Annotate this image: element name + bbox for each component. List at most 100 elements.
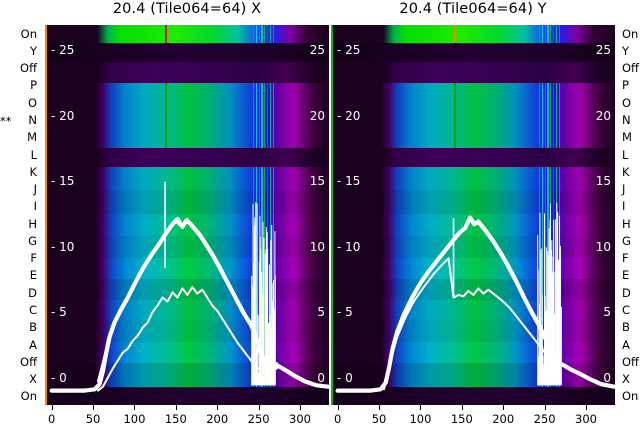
noise-bar <box>271 282 273 386</box>
trace-overlay <box>49 181 329 393</box>
category-marker-asterisk: ** <box>0 114 12 128</box>
category-label-right-20: X <box>622 372 630 387</box>
noise-column <box>258 25 260 405</box>
x-tick-label: 100 <box>409 412 432 426</box>
y-tick-label-inner-left: - 10 <box>51 239 75 254</box>
noise-column <box>558 25 560 405</box>
category-axis-right: On Y Off P O N M L K J I H G F E D C B A Off X On <box>615 25 640 405</box>
category-label-left-14: E <box>29 268 37 283</box>
noise-bar <box>547 255 549 386</box>
noise-column <box>270 25 272 405</box>
y-tick-label-inner-left: - 5 <box>51 305 67 320</box>
heat-band-separator <box>331 148 615 167</box>
noise-bar <box>544 213 545 386</box>
x-tick-label: 150 <box>164 412 187 426</box>
heat-band-row <box>45 166 329 191</box>
category-label-left-20: X <box>29 372 37 387</box>
category-label-right-4: O <box>622 95 632 110</box>
y-tick-label-inner-right: 20 <box>309 108 325 123</box>
category-label-left-13: F <box>30 251 37 266</box>
panel-title-y: 20.4 (Tile064=64) Y <box>399 1 547 17</box>
data-trace <box>382 257 564 391</box>
category-label-left-1: Y <box>29 43 37 58</box>
y-tick-label-inner-right: 5 <box>317 305 325 320</box>
heat-band-separator <box>331 61 615 83</box>
heat-band-On <box>331 25 615 44</box>
category-label-right-3: P <box>622 78 629 93</box>
noise-bar <box>274 275 276 386</box>
noise-bar <box>263 238 265 386</box>
x-axis-left: 0 50 100 150 200 250 300 <box>45 405 329 440</box>
noise-bar <box>267 249 269 386</box>
category-label-right-15: D <box>622 285 631 300</box>
category-label-left-3: P <box>30 78 37 93</box>
category-label-left-18: A <box>29 337 37 352</box>
x-tick-mark <box>217 405 219 410</box>
plot-panel-x[interactable]: - 25 25 - 20 20 - 15 15 - 10 10 - 5 5 - 0 0 <box>45 25 329 405</box>
noise-column <box>542 25 544 405</box>
noise-bar <box>553 219 555 386</box>
category-label-right-18: A <box>622 337 630 352</box>
heat-band-separator <box>45 61 329 83</box>
noise-bar <box>554 219 556 386</box>
category-label-right-0: On <box>622 26 639 41</box>
noise-bar <box>539 249 541 386</box>
noise-column <box>544 25 546 405</box>
noise-burst <box>251 202 276 386</box>
noise-bar <box>559 245 561 386</box>
panel-edge-stripe <box>331 25 333 405</box>
y-tick-label-inner-right: 0 <box>317 370 325 385</box>
category-label-right-19: Off <box>622 354 639 369</box>
x-tick-mark <box>300 405 302 410</box>
noise-bar <box>558 260 560 386</box>
category-label-left-4: O <box>27 95 37 110</box>
y-tick-label-inner-right: 15 <box>595 174 611 189</box>
x-tick-label: 0 <box>47 412 56 426</box>
noise-column <box>261 25 263 405</box>
category-label-right-2: Off <box>622 61 639 76</box>
noise-bar <box>270 240 272 386</box>
noise-column <box>552 25 555 405</box>
y-tick-label-inner-left: - 20 <box>51 108 75 123</box>
y-tick-label-inner-right: 25 <box>595 43 611 58</box>
y-tick-label-inner-left: - 0 <box>337 370 353 385</box>
heat-band-O <box>45 118 329 149</box>
category-label-left-10: I <box>33 199 37 214</box>
noise-bar <box>538 356 540 386</box>
y-tick-label-inner-right: 0 <box>603 370 611 385</box>
category-label-right-7: L <box>622 147 629 162</box>
x-tick-label: 100 <box>123 412 146 426</box>
category-label-right-11: H <box>622 216 631 231</box>
heatmap-x: - 25 25 - 20 20 - 15 15 - 10 10 - 5 5 - 0 0 <box>45 25 329 405</box>
panel-edge-stripe <box>45 25 47 405</box>
y-tick-label-inner-left: - 0 <box>51 370 67 385</box>
y-tick-label-inner-left: - 15 <box>337 174 361 189</box>
plot-panel-y[interactable]: - 25 25 - 20 20 - 15 15 - 10 10 - 5 5 - 0 0 <box>331 25 615 405</box>
noise-bar <box>255 202 257 386</box>
category-label-right-8: K <box>622 164 630 179</box>
heat-band-On <box>45 25 329 44</box>
x-tick-label: 300 <box>289 412 311 426</box>
data-trace <box>96 217 278 383</box>
heat-band-row <box>331 190 615 214</box>
heat-band-row <box>45 190 329 214</box>
category-label-left-5: N <box>28 113 37 127</box>
noise-bar <box>254 217 256 386</box>
x-tick-mark <box>51 405 53 410</box>
category-label-left-9: J <box>33 182 37 197</box>
x-tick-label: 300 <box>575 412 597 426</box>
heat-band-separator <box>45 386 329 405</box>
noise-column <box>272 25 274 405</box>
heatmap-y: - 25 25 - 20 20 - 15 15 - 10 10 - 5 5 - 0 0 <box>331 25 615 405</box>
marker-line <box>454 82 456 149</box>
x-tick-mark <box>93 405 95 410</box>
x-tick-mark <box>337 405 339 410</box>
noise-bar <box>262 221 264 386</box>
category-axis-left: On Y Off P O N ** M L K J I H G F E D C B A Off X On <box>0 25 40 405</box>
y-tick-label-inner-left: - 15 <box>51 174 75 189</box>
x-tick-mark <box>134 405 136 410</box>
category-label-right-5: N <box>622 113 631 127</box>
x-tick-label: 50 <box>371 412 387 426</box>
x-tick-label: 200 <box>206 412 229 426</box>
noise-burst <box>537 202 562 386</box>
